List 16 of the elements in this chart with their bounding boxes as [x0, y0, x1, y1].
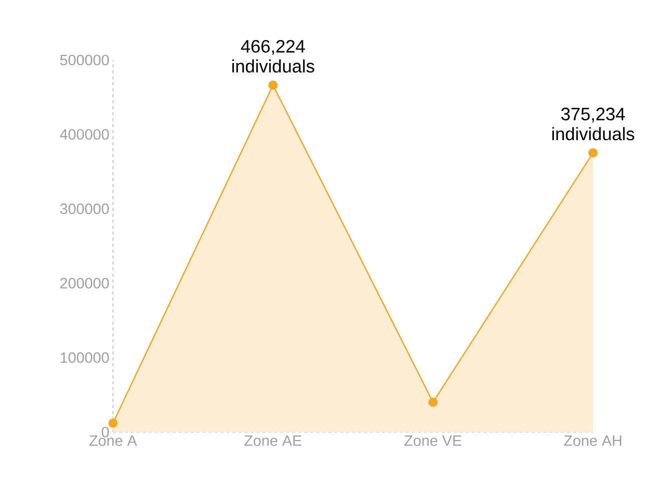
x-tick-label: Zone AE: [244, 436, 302, 446]
point: [268, 80, 278, 90]
point: [588, 148, 598, 158]
x-tick-label: Zone A: [89, 436, 138, 446]
y-tick-label: 200000: [60, 278, 109, 288]
y-tick-label: 400000: [60, 129, 109, 140]
annotation: 375,234 individuals: [552, 108, 634, 140]
point: [428, 398, 438, 407]
point: [108, 418, 118, 428]
y-tick-label: 300000: [60, 204, 109, 214]
y-tick-label: 500000: [60, 54, 109, 66]
y-tick-label: 0: [102, 426, 109, 438]
x-tick-label: Zone AH: [564, 436, 622, 446]
y-tick-label: 100000: [60, 352, 109, 363]
annotation: 466,224 individuals: [232, 40, 314, 73]
x-tick-label: Zone VE: [404, 436, 462, 446]
